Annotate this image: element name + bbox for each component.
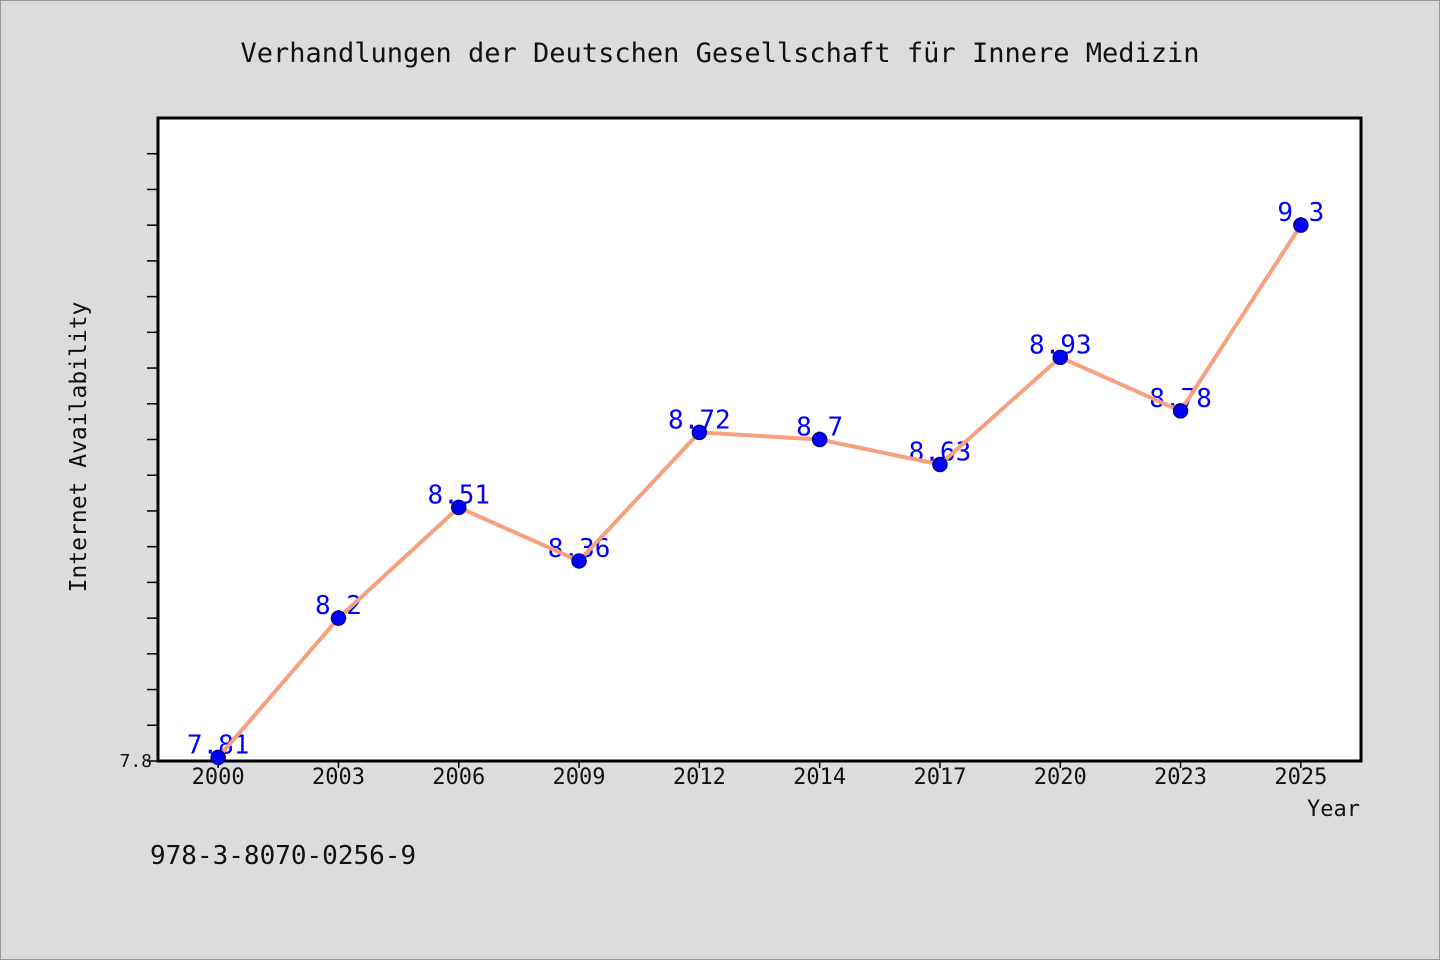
y-tick-label: 7.8 [119, 751, 152, 772]
y-axis-ticks [147, 152, 158, 762]
x-tick-label: 2017 [913, 765, 966, 790]
x-tick-label: 2003 [312, 765, 365, 790]
data-point [932, 456, 948, 473]
x-tick-label: 2014 [793, 765, 846, 790]
x-axis-label: Year [1307, 797, 1360, 822]
x-axis-tick-labels: 2000 2003 2006 2009 2012 2014 2017 2020 2023 2025 [192, 765, 1328, 790]
footer-isbn: 978-3-8070-0256-9 [150, 841, 416, 871]
x-tick-label: 2023 [1154, 765, 1207, 790]
x-tick-label: 2012 [673, 765, 726, 790]
y-axis-tick-labels: 7.8 [119, 751, 152, 772]
x-tick-label: 2006 [432, 765, 485, 790]
data-points [210, 217, 1309, 766]
chart-title: Verhandlungen der Deutschen Gesellschaft… [240, 38, 1199, 69]
data-point [1172, 403, 1189, 419]
x-tick-label: 2000 [192, 765, 245, 790]
data-point [330, 610, 347, 626]
data-point [811, 431, 828, 448]
data-point [451, 499, 467, 516]
x-tick-label: 2025 [1274, 765, 1327, 790]
y-axis-label: Internet Availability [66, 302, 92, 593]
x-tick-label: 2020 [1034, 765, 1087, 790]
data-point [691, 424, 708, 441]
x-tick-label: 2009 [553, 765, 606, 790]
plot-area [156, 116, 1363, 763]
data-point [1293, 217, 1309, 233]
data-point [1052, 349, 1068, 366]
series-line [216, 223, 1303, 760]
data-point [571, 553, 587, 569]
data-point [210, 749, 226, 766]
